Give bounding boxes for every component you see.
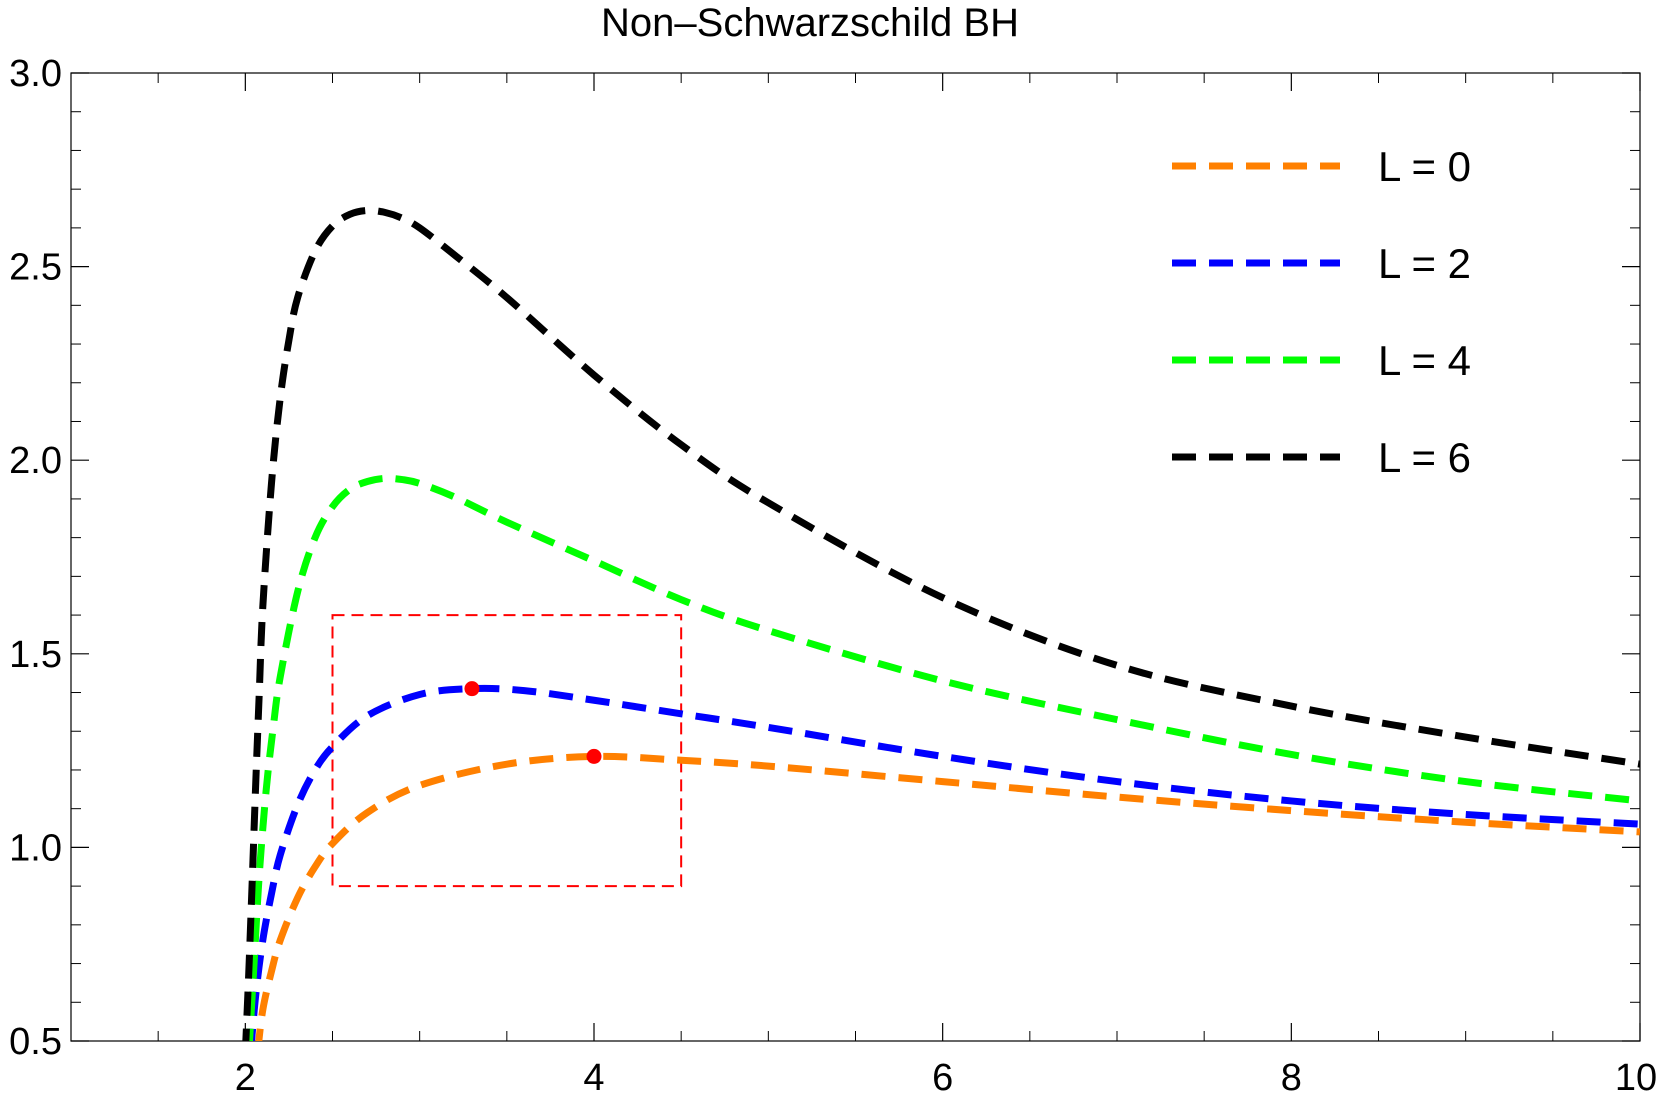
legend-label-l4: L = 4: [1378, 337, 1471, 384]
minor-ticks: [71, 73, 1640, 1041]
y-tick-label: 2.0: [9, 440, 62, 482]
annotation-box: [331, 614, 683, 888]
y-axis-ticks: [71, 72, 1640, 1042]
extremum-point: [464, 681, 480, 697]
x-tick-label: 4: [583, 1057, 604, 1097]
series-line-l4: [245, 474, 1640, 1041]
x-tick-label: 10: [1615, 1057, 1657, 1097]
legend-label-l6: L = 6: [1378, 434, 1471, 481]
x-axis-ticks: [244, 73, 1641, 1041]
extremum-point: [586, 748, 602, 764]
marker-layer: [464, 681, 602, 764]
x-tick-label: 6: [932, 1057, 953, 1097]
x-tick-label: 2: [235, 1057, 256, 1097]
y-tick-label: 1.5: [9, 634, 62, 676]
legend-label-l2: L = 2: [1378, 240, 1471, 287]
x-axis-tick-labels: 2 4 6 8 10: [235, 1057, 1657, 1097]
x-tick-label: 8: [1281, 1057, 1302, 1097]
legend: L = 0 L = 2 L = 4 L = 6: [1172, 143, 1471, 481]
y-tick-label: 0.5: [9, 1021, 62, 1063]
series-layer: [242, 206, 1640, 1041]
y-tick-label: 2.5: [9, 247, 62, 289]
y-tick-label: 1.0: [9, 827, 62, 869]
series-line-l6: [242, 206, 1640, 1041]
legend-label-l0: L = 0: [1378, 143, 1471, 190]
chart-title: Non–Schwarzschild BH: [601, 1, 1019, 45]
series-line-l2: [248, 684, 1640, 1041]
annotation-layer: [331, 614, 683, 888]
series-line-l0: [255, 752, 1640, 1041]
plot-clip: [242, 206, 1640, 1041]
y-axis-tick-labels: 0.5 1.0 1.5 2.0 2.5 3.0: [9, 53, 62, 1063]
y-tick-label: 3.0: [9, 53, 62, 95]
